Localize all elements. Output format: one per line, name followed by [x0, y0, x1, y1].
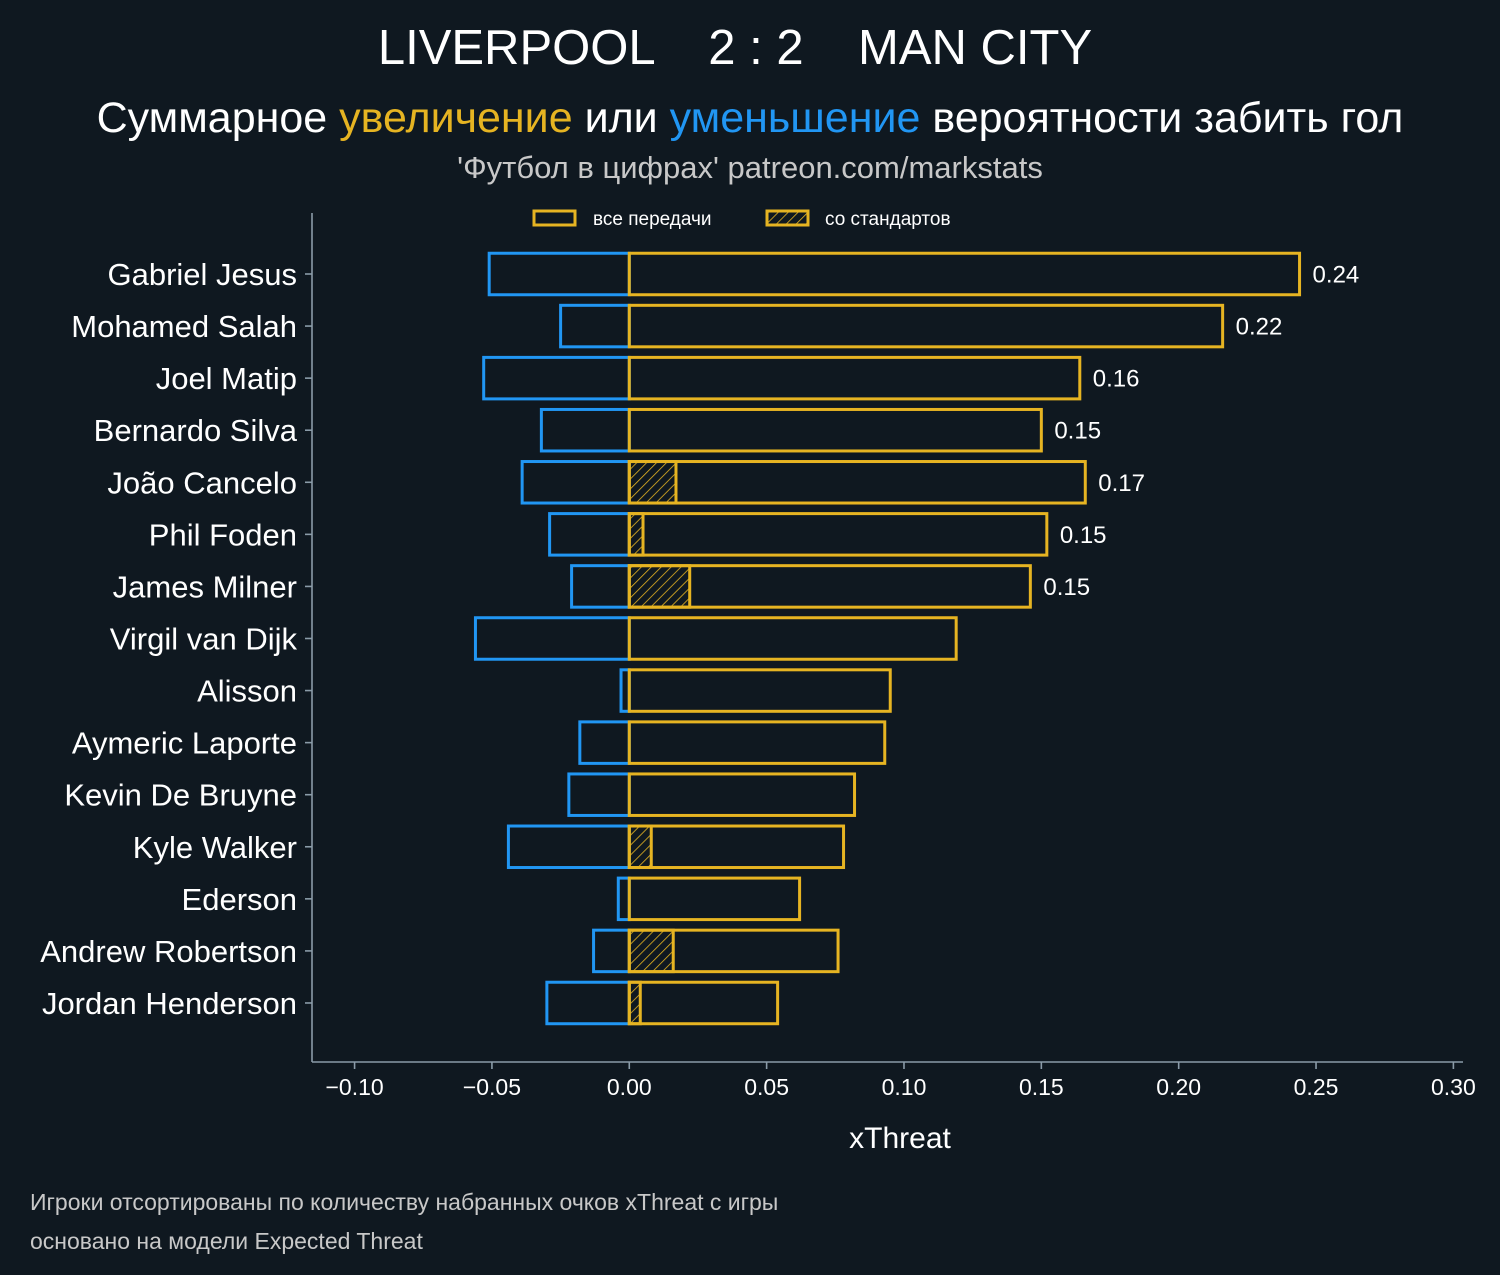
- subtitle-segment: или: [573, 94, 670, 142]
- bar-all-passes: [627, 355, 1082, 401]
- value-label: 0.15: [1060, 522, 1107, 549]
- x-axis-label: xThreat: [849, 1122, 951, 1155]
- bar-all-passes: [627, 616, 958, 661]
- y-tick-label: Ederson: [182, 882, 297, 917]
- footnote-line: Игроки отсортированы по количеству набра…: [30, 1189, 778, 1215]
- y-tick-label: Alisson: [197, 674, 297, 709]
- x-tick-label: 0.30: [1431, 1074, 1476, 1100]
- value-label: 0.15: [1043, 574, 1090, 601]
- subtitle-increase-word: увеличение: [339, 94, 572, 142]
- chart-title: LIVERPOOL 2 : 2 MAN CITY: [378, 21, 1092, 75]
- x-tick-label: 0.15: [1019, 1074, 1064, 1100]
- bar-all-passes: [627, 668, 892, 713]
- x-tick-label: 0.25: [1294, 1074, 1339, 1100]
- bar-set-pieces: [627, 980, 642, 1026]
- value-label: 0.24: [1313, 262, 1360, 289]
- bar-all-passes: [627, 251, 1302, 297]
- plot-area: Gabriel Jesus Mohamed Salah Joel Matip Bern…: [40, 251, 1476, 1100]
- y-tick-label: João Cancelo: [107, 465, 297, 500]
- y-tick-label: Kevin De Bruyne: [64, 778, 297, 813]
- x-tick-label: −0.10: [325, 1074, 383, 1100]
- subtitle-decrease-word: уменьшение: [670, 94, 921, 142]
- y-tick-label: Joel Matip: [156, 361, 297, 396]
- x-tick-label: 0.00: [607, 1074, 652, 1100]
- y-tick-label: James Milner: [113, 569, 297, 604]
- bar-set-pieces: [627, 564, 692, 609]
- value-label: 0.16: [1093, 366, 1140, 393]
- legend-swatch-all-passes: [532, 209, 577, 227]
- series-set-pieces: [627, 460, 692, 1026]
- x-tick-label: 0.20: [1156, 1074, 1201, 1100]
- bar-all-passes: [627, 303, 1225, 349]
- bar-set-pieces: [627, 512, 645, 557]
- y-tick-label: Gabriel Jesus: [107, 257, 297, 292]
- y-tick-label: Bernardo Silva: [94, 413, 298, 448]
- x-axis: −0.10 −0.05 0.00 0.05 0.10 0.15 0.20 0.25 0.30: [325, 1062, 1476, 1100]
- subtitle-segment: вероятности забить гол: [920, 94, 1403, 142]
- footnote-line: основано на модели Expected Threat: [30, 1228, 423, 1254]
- y-tick-label: Virgil van Dijk: [110, 621, 298, 656]
- y-tick-label: Aymeric Laporte: [72, 726, 297, 761]
- x-tick-label: 0.10: [882, 1074, 927, 1100]
- y-tick-label: Mohamed Salah: [71, 309, 297, 344]
- y-axis: Gabriel Jesus Mohamed Salah Joel Matip Bern…: [40, 257, 312, 1021]
- y-tick-label: Andrew Robertson: [40, 934, 297, 969]
- legend-label: все передачи: [593, 209, 712, 230]
- subtitle-segment: Суммарное: [97, 94, 340, 142]
- legend-label: со стандартов: [825, 209, 951, 230]
- bar-set-pieces: [627, 824, 653, 870]
- data-labels: 0.24 0.22 0.16 0.15 0.17 0.15 0.15: [1043, 262, 1359, 601]
- chart-subtitle: Суммарное увеличение или уменьшение веро…: [97, 94, 1404, 142]
- bar-all-passes: [627, 772, 857, 817]
- bar-set-pieces: [627, 460, 678, 505]
- value-label: 0.15: [1054, 418, 1101, 445]
- bar-all-passes: [627, 876, 802, 922]
- x-tick-label: −0.05: [463, 1074, 521, 1100]
- legend: все передачи со стандартов: [532, 209, 951, 230]
- bar-all-passes: [627, 407, 1043, 453]
- y-tick-label: Phil Foden: [149, 517, 297, 552]
- legend-swatch-set-pieces: [765, 209, 810, 227]
- value-label: 0.17: [1098, 470, 1145, 497]
- bar-all-passes: [627, 720, 887, 765]
- x-tick-label: 0.05: [744, 1074, 789, 1100]
- y-tick-label: Jordan Henderson: [42, 986, 297, 1021]
- y-tick-label: Kyle Walker: [133, 830, 297, 865]
- value-label: 0.22: [1236, 314, 1283, 341]
- bar-set-pieces: [627, 928, 675, 974]
- chart-credit: 'Футбол в цифрах' patreon.com/markstats: [457, 150, 1043, 185]
